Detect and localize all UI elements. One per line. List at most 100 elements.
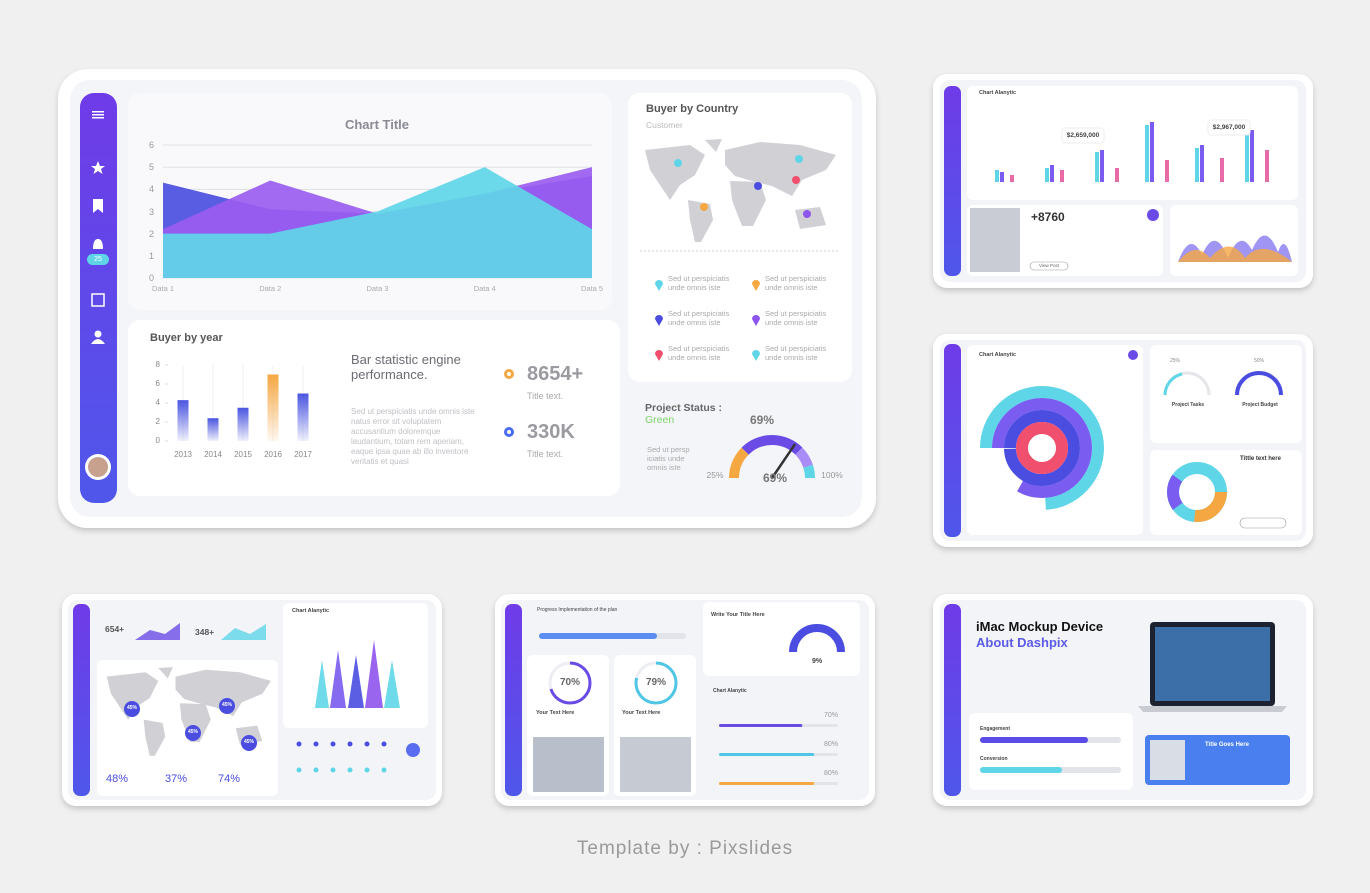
pin-label: 45%: [187, 728, 199, 735]
panel-title: Buyer by Country: [646, 103, 739, 115]
x-tick-label: Data 4: [473, 284, 496, 293]
badge: 25: [94, 256, 102, 263]
card-title: Chart Alanytic: [292, 608, 330, 614]
row-label: Conversion: [980, 756, 1008, 762]
stat-value: 330K: [527, 421, 575, 443]
legend-text: Sed ut perspiciatis unde omnis iste: [765, 274, 827, 292]
paragraph: Sed ut persp iciatis unde omnis iste: [647, 445, 690, 472]
area: [163, 167, 592, 278]
legend-pin: [655, 350, 663, 361]
stat-value: +8760: [1031, 210, 1065, 224]
y-tick-label: 2: [148, 228, 154, 239]
gauge-label: 9%: [811, 658, 823, 665]
card-subtitle: About Dashpix: [976, 635, 1068, 650]
stat-value: 654+: [105, 624, 125, 634]
percent: 37%: [165, 773, 188, 785]
imac-card: [933, 594, 1313, 806]
gauge-arc: [729, 447, 749, 479]
gauge-title: Project Tasks: [1171, 402, 1205, 408]
panel-title: Write Your Title Here: [711, 612, 765, 618]
gauge-needle: [770, 443, 796, 480]
gauge-label: 69%: [762, 471, 788, 485]
bar: [207, 418, 219, 441]
progress-bar: [719, 753, 815, 756]
chart-title: Chart Title: [344, 117, 410, 132]
legend-text: Sed ut perspiciatis unde omnis iste: [765, 309, 827, 327]
radial-card: [933, 334, 1313, 547]
pin-label: 45%: [243, 738, 255, 745]
caption: Your Text Here: [536, 710, 575, 716]
donut-label: 70%: [559, 677, 581, 688]
x-tick-label: Data 1: [151, 284, 175, 293]
x-tick-label: Data 2: [259, 284, 282, 293]
x-tick-label: 2015: [234, 450, 252, 459]
card-title: Chart Alanytic: [979, 90, 1017, 96]
x-tick-label: Data 3: [366, 284, 389, 293]
gauge-label: 50%: [1253, 358, 1265, 364]
bar: [267, 374, 279, 441]
gauge-arc: [795, 447, 813, 469]
progress-card: [495, 594, 875, 806]
heading: Bar statistic engine performance.: [351, 352, 461, 382]
x-tick-label: 2016: [264, 450, 282, 459]
legend-pin: [655, 280, 663, 291]
gauge-arc: [803, 464, 815, 479]
progress-label: 80%: [823, 741, 838, 748]
panel-title: Buyer by year: [150, 332, 223, 344]
donut: [548, 661, 592, 705]
panel-title: Tittle text here: [1240, 456, 1281, 462]
y-tick-label: 3: [148, 206, 154, 217]
callout: $2,967,000: [1212, 124, 1246, 131]
caption: Your Text Here: [622, 710, 661, 716]
panel-subtitle: Customer: [646, 120, 683, 130]
status: Green: [645, 414, 675, 426]
stat-value: 8654+: [527, 363, 584, 385]
x-tick-label: 2013: [174, 450, 192, 459]
row-label: Engagement: [980, 726, 1011, 732]
donut: [634, 661, 678, 705]
legend-pin: [752, 315, 760, 326]
y-tick-label: 5: [148, 162, 154, 173]
pin-label: 45%: [221, 701, 233, 708]
card-title: Progress Implementation of the plan: [537, 607, 618, 613]
y-tick-label: 8: [155, 360, 160, 369]
percent: 74%: [218, 773, 241, 785]
button: View Post: [1039, 263, 1059, 268]
legend-text: Sed ut perspiciatis unde omnis iste: [668, 309, 730, 327]
legend-pin: [752, 350, 760, 361]
panel-title: Project Status :: [645, 402, 723, 414]
bar: [237, 407, 249, 441]
pin-label: 45%: [126, 704, 138, 711]
legend-pin: [655, 315, 663, 326]
progress-bar: [719, 724, 803, 727]
gauge-label: 25%: [1169, 358, 1181, 364]
stat-label: Title text.: [527, 449, 564, 459]
donut-label: 79%: [645, 677, 667, 688]
legend-text: Sed ut perspiciatis unde omnis iste: [668, 344, 730, 362]
card-title: Chart Alanytic: [713, 688, 747, 694]
gauge-min: 25%: [706, 470, 724, 480]
stat-dot-inner: [507, 372, 511, 376]
y-tick-label: 0: [148, 273, 154, 283]
x-tick-label: 2014: [204, 450, 222, 459]
y-tick-label: 6: [155, 379, 160, 388]
legend-text: Sed ut perspiciatis unde omnis iste: [765, 344, 827, 362]
progress-bar: [719, 782, 815, 785]
map-card: [62, 594, 442, 806]
bar: [297, 393, 309, 441]
y-tick-label: 2: [155, 417, 160, 426]
paragraph: Sed ut perspiciatis unde omnis iste natu…: [351, 407, 475, 466]
percent: 48%: [106, 773, 129, 785]
stat-dot-inner: [507, 430, 511, 434]
card-title: Chart Alanytic: [979, 352, 1017, 358]
progress-label: 80%: [823, 770, 838, 777]
bar: [177, 400, 189, 441]
y-tick-label: 1: [148, 250, 154, 261]
y-tick-label: 0: [155, 436, 160, 445]
x-tick-label: 2017: [294, 450, 312, 459]
x-tick-label: Data 5: [580, 284, 604, 293]
gauge-label: 69%: [749, 413, 775, 427]
y-tick-label: 6: [148, 140, 154, 150]
